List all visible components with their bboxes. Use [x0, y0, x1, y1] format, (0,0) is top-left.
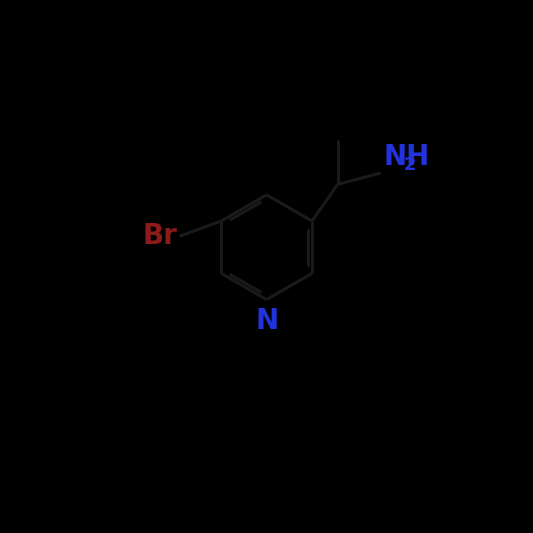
Text: N: N: [255, 308, 278, 335]
Text: 2: 2: [404, 157, 416, 174]
Text: Br: Br: [142, 222, 177, 251]
Text: NH: NH: [383, 143, 429, 171]
